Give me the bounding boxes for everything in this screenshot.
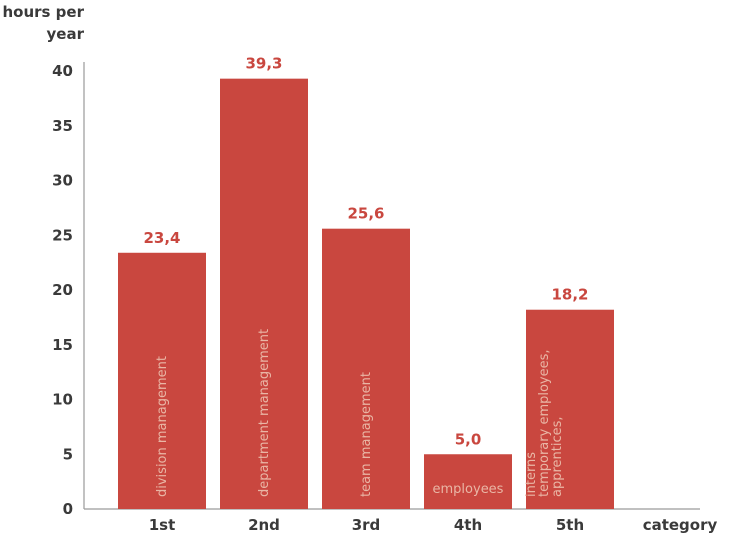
- bar-1st: [118, 252, 206, 509]
- y-tick-label-10: 10: [52, 391, 73, 409]
- x-ticks: 1st 2nd 3rd 4th 5th: [149, 516, 584, 534]
- value-label-1st: 23,4: [143, 229, 180, 247]
- bar-5th: [526, 309, 614, 509]
- y-tick-label-15: 15: [52, 336, 73, 354]
- x-tick-label-3rd: 3rd: [352, 516, 381, 534]
- y-tick-label-0: 0: [63, 500, 73, 518]
- bar-2nd: [220, 78, 308, 509]
- y-axis-label-line-1: hours per: [2, 3, 84, 21]
- x-tick-label-2nd: 2nd: [248, 516, 280, 534]
- bar-label-line: team management: [359, 372, 374, 497]
- bar-label-line: interns: [524, 452, 539, 497]
- y-tick-label-20: 20: [52, 281, 73, 299]
- bars: 23,4 division management 39,3 department ma…: [118, 55, 614, 509]
- bar-label-line: temporary employees,: [537, 349, 552, 497]
- bar-label-2nd: department management: [257, 329, 272, 497]
- y-tick-label-25: 25: [52, 226, 73, 244]
- bar-label-1st: division management: [155, 356, 170, 497]
- y-ticks: 0 5 10 15 20 25 30 35 40: [52, 62, 73, 518]
- bar-label-5th: apprentices,temporary employees,interns: [524, 349, 565, 497]
- value-label-3rd: 25,6: [347, 205, 384, 223]
- x-tick-label-1st: 1st: [149, 516, 176, 534]
- bar-label-line: department management: [257, 329, 272, 497]
- bar-label-3rd: team management: [359, 372, 374, 497]
- x-tick-label-5th: 5th: [556, 516, 584, 534]
- value-label-2nd: 39,3: [245, 55, 282, 73]
- y-tick-label-30: 30: [52, 172, 73, 190]
- bar-label-line: division management: [155, 356, 170, 497]
- value-label-4th: 5,0: [455, 430, 482, 448]
- x-axis-label: category: [643, 516, 718, 534]
- y-tick-label-40: 40: [52, 62, 73, 80]
- y-axis-label-line-2: year: [47, 25, 85, 43]
- bar-label-4th: employees: [433, 482, 504, 497]
- value-label-5th: 18,2: [551, 286, 588, 304]
- x-tick-label-4th: 4th: [454, 516, 482, 534]
- bar-4th: [424, 454, 512, 509]
- bar-label-line: apprentices,: [550, 416, 565, 497]
- y-tick-label-35: 35: [52, 117, 73, 135]
- y-tick-label-5: 5: [63, 445, 73, 463]
- bar-3rd: [322, 228, 410, 509]
